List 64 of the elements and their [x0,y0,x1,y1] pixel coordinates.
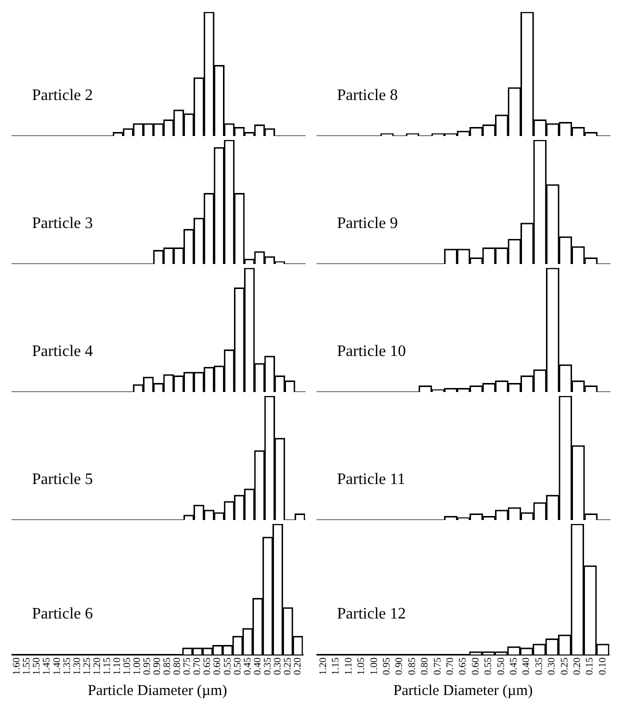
x-axis-title: Particle Diameter (µm) [393,682,533,699]
text: Particle 6 [32,606,93,623]
x-tick-label: 1.10 [343,658,354,675]
text: Particle 9 [337,215,398,232]
x-tick-label: 0.55 [222,658,234,675]
x-tick-label: 1.05 [356,658,368,675]
x-tick-label: 1.05 [122,658,133,675]
x-tick-label: 0.90 [394,658,406,675]
x-tick-label: 0.20 [292,658,304,675]
x-tick-label: 1.10 [112,658,123,675]
x-tick-label: 0.30 [272,658,284,675]
x-tick-label: 0.50 [232,658,244,675]
text: Particle 3 [32,215,93,232]
text: Particle 5 [32,471,93,488]
x-tick-label: 0.75 [432,658,444,675]
x-tick-label: 0.75 [182,658,194,675]
x-tick-label: 0.70 [192,658,204,675]
x-tick-label: 0.60 [470,658,482,675]
x-tick-label: 0.25 [559,658,570,675]
x-tick-label: 1.45 [42,658,53,675]
x-tick-label: 1.30 [72,658,83,675]
x-tick-label: 1.00 [368,658,380,675]
x-tick-label: 1.55 [22,658,33,675]
x-tick-label: 0.95 [381,658,392,675]
x-tick-label: 0.80 [172,658,184,675]
x-tick-label: 1.40 [52,658,63,675]
x-tick-label: 1.00 [132,658,144,675]
x-tick-label: 0.40 [252,658,264,675]
x-tick-label: 0.40 [521,658,532,675]
x-tick-label: 0.70 [445,658,456,675]
x-tick-label: 1.15 [102,658,113,675]
x-tick-label: 0.45 [508,658,520,675]
text: Particle 10 [337,343,406,360]
x-tick-label: 0.20 [572,658,584,675]
x-tick-label: 1.50 [32,658,43,675]
x-tick-label: 0.85 [162,658,174,675]
text: Particle 2 [32,87,93,104]
x-tick-label: 0.50 [496,658,507,675]
x-tick-label: 1.35 [62,658,73,675]
x-tick-label: 0.60 [212,658,224,675]
text: Particle 4 [32,343,93,360]
x-tick-label: 1.20 [92,658,103,675]
x-tick-label: 1.25 [82,658,93,675]
x-tick-label: 0.65 [458,658,469,675]
x-tick-label: 1.60 [12,658,23,675]
text: Particle 8 [337,87,398,104]
x-tick-label: 0.55 [483,658,494,675]
text: Particle 12 [337,606,406,623]
x-tick-label: 0.95 [142,658,154,675]
x-tick-label: 0.15 [584,658,596,675]
x-tick-label: 1.15 [330,658,342,675]
text: Particle 11 [337,471,406,488]
x-tick-label: 0.35 [534,658,545,675]
x-tick-label: 0.35 [262,658,274,675]
x-axis-title: Particle Diameter (µm) [88,682,228,699]
x-tick-label: 0.65 [202,658,214,675]
x-tick-label: 0.10 [597,658,608,675]
x-tick-label: 0.80 [420,658,431,675]
x-tick-label: 0.90 [152,658,164,675]
x-tick-label: 0.85 [406,658,418,675]
x-tick-label: 0.30 [546,658,558,675]
x-tick-label: 0.45 [242,658,254,675]
x-tick-label: 0.25 [282,658,294,675]
x-tick-label: 1.20 [318,658,329,675]
